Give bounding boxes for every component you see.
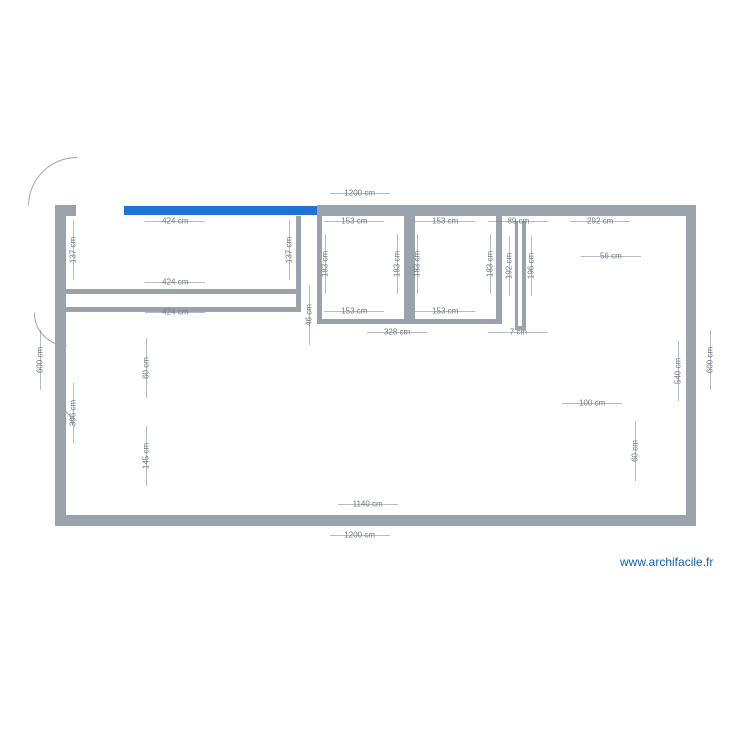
dimline-d-145-arrow bbox=[146, 426, 147, 486]
dimline-d-153-b1 bbox=[324, 311, 384, 312]
dimline-d-396 bbox=[73, 383, 74, 443]
dimline-d-bot-1200 bbox=[330, 535, 390, 536]
wall-right-outer bbox=[686, 205, 697, 526]
wall-room2-right bbox=[496, 216, 501, 324]
dimline-d-153-t2 bbox=[415, 221, 475, 222]
wall-room1-bottom bbox=[317, 319, 409, 324]
dimline-d-424-b bbox=[145, 282, 205, 283]
dimline-d-top-1200 bbox=[330, 193, 390, 194]
wall-row1-right-stub bbox=[296, 216, 301, 312]
dimline-d-153-t1 bbox=[324, 221, 384, 222]
dimline-d-1140 bbox=[338, 504, 398, 505]
wall-room2-bottom bbox=[409, 319, 501, 324]
dimline-d-60-arrow-r bbox=[635, 421, 636, 481]
dimline-d-153-b2 bbox=[415, 311, 475, 312]
dimline-d-183-d bbox=[490, 234, 491, 294]
dimline-d-60-arrow bbox=[146, 338, 147, 398]
wall-bottom-outer bbox=[55, 515, 696, 526]
dimline-d-56 bbox=[581, 256, 641, 257]
dimline-d-89 bbox=[488, 221, 548, 222]
dimline-d-137-l bbox=[73, 220, 74, 280]
dimline-d-137-r bbox=[289, 220, 290, 280]
dimline-d-183-b bbox=[397, 234, 398, 294]
dimline-d-183-a bbox=[325, 234, 326, 294]
dimline-d-7 bbox=[488, 332, 548, 333]
wall-left-outer bbox=[55, 205, 66, 526]
dimline-d-196-r bbox=[531, 236, 532, 296]
dimline-d-328 bbox=[367, 332, 427, 333]
watermark-link[interactable]: www.archifacile.fr bbox=[620, 555, 713, 569]
wall-top-right bbox=[317, 205, 696, 216]
bluewall-blue-top bbox=[124, 206, 316, 215]
wall-row1-h bbox=[66, 289, 296, 294]
dimline-d-100-arrow bbox=[562, 403, 622, 404]
dimline-d-46 bbox=[309, 285, 310, 345]
wall-narrow-right bbox=[522, 221, 526, 326]
dimline-d-right-600 bbox=[710, 330, 711, 390]
wall-top-left-stub bbox=[55, 205, 76, 216]
dimline-d-196-l bbox=[509, 236, 510, 296]
dimline-d-left-600 bbox=[40, 330, 41, 390]
dimline-d-292 bbox=[570, 221, 630, 222]
dimline-d-183-c bbox=[417, 234, 418, 294]
dimline-d-424-a bbox=[145, 221, 205, 222]
dimline-d-right-540 bbox=[678, 341, 679, 401]
wall-narrow-left bbox=[515, 221, 519, 326]
dimline-d-424-c bbox=[145, 312, 205, 313]
